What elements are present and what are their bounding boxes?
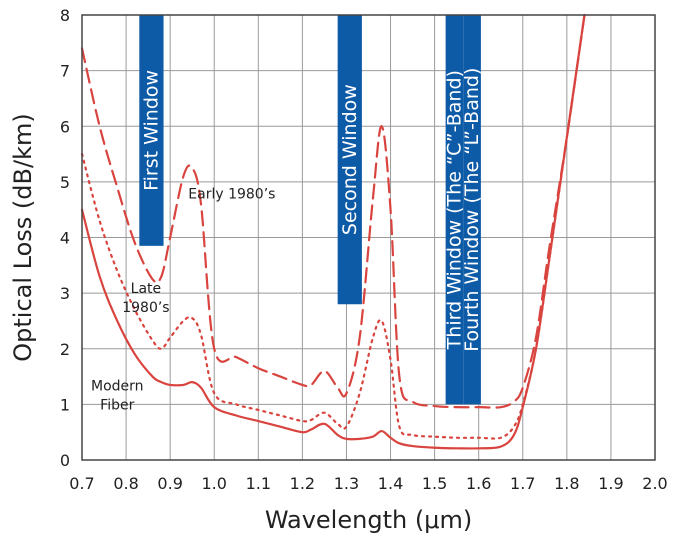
curve-annotation: Late 1980’s	[122, 281, 169, 316]
x-tick-label: 2.0	[642, 474, 667, 493]
y-tick-label: 5	[60, 173, 70, 192]
annotation-line: 1980’s	[122, 300, 169, 316]
x-tick-label: 1.2	[290, 474, 315, 493]
x-tick-label: 0.9	[157, 474, 182, 493]
x-tick-label: 1.6	[466, 474, 491, 493]
band-label: Third Window (The “C”-Band)	[443, 70, 465, 350]
curve-annotations: Early 1980’s Late 1980’s Modern Fiber	[91, 187, 275, 414]
y-tick-label: 3	[60, 284, 70, 303]
series-dashed-line	[80, 13, 586, 409]
annotation-line: Late	[131, 281, 161, 297]
y-tick-label: 7	[60, 62, 70, 81]
x-tick-label: 1.5	[422, 474, 447, 493]
x-axis-label: Wavelength (μm)	[265, 506, 472, 534]
y-tick-label: 4	[60, 229, 70, 248]
x-tick-label: 1.7	[510, 474, 535, 493]
band-rect	[139, 15, 164, 246]
x-tick-label: 1.4	[378, 474, 403, 493]
x-tick-labels: 0.7 0.8 0.9 1.0 1.1 1.2 1.3 1.4 1.5 1.6 1.7 1.8 1.9 2…	[69, 474, 667, 493]
x-tick-label: 1.0	[202, 474, 227, 493]
series-dotted-line	[80, 13, 586, 440]
y-tick-label: 2	[60, 340, 70, 359]
band-rect	[463, 15, 481, 405]
band-rect	[445, 15, 464, 405]
annotation-line: Fiber	[100, 397, 134, 413]
y-tick-label: 1	[60, 395, 70, 414]
curve-annotation: Early 1980’s	[188, 187, 275, 203]
band-label: First Window	[140, 70, 162, 191]
y-tick-label: 8	[60, 6, 70, 25]
band-rect	[337, 15, 362, 305]
annotation-line: Early 1980’s	[188, 187, 275, 203]
series-solid-line	[80, 13, 586, 450]
annotation-line: Modern	[91, 378, 144, 394]
band-label: Second Window	[339, 84, 361, 235]
series-lines	[80, 13, 586, 450]
x-tick-label: 1.1	[246, 474, 271, 493]
transmission-window-bands: First Window Second Window Third Window (T…	[139, 15, 483, 405]
plot-frame	[81, 14, 656, 461]
y-tick-label: 6	[60, 117, 70, 136]
curve-annotation: Modern Fiber	[91, 378, 144, 413]
x-tick-label: 1.9	[598, 474, 623, 493]
x-tick-label: 1.8	[554, 474, 579, 493]
x-tick-label: 1.3	[334, 474, 359, 493]
band-label: Fourth Window (The “L”-Band)	[461, 68, 483, 352]
y-tick-labels: 0 1 2 3 4 5 6 7 8	[60, 6, 70, 470]
x-tick-label: 0.7	[69, 474, 94, 493]
x-tick-label: 0.8	[113, 474, 138, 493]
y-tick-label: 0	[60, 451, 70, 470]
y-axis-label: Optical Loss (dB/km)	[9, 113, 37, 361]
